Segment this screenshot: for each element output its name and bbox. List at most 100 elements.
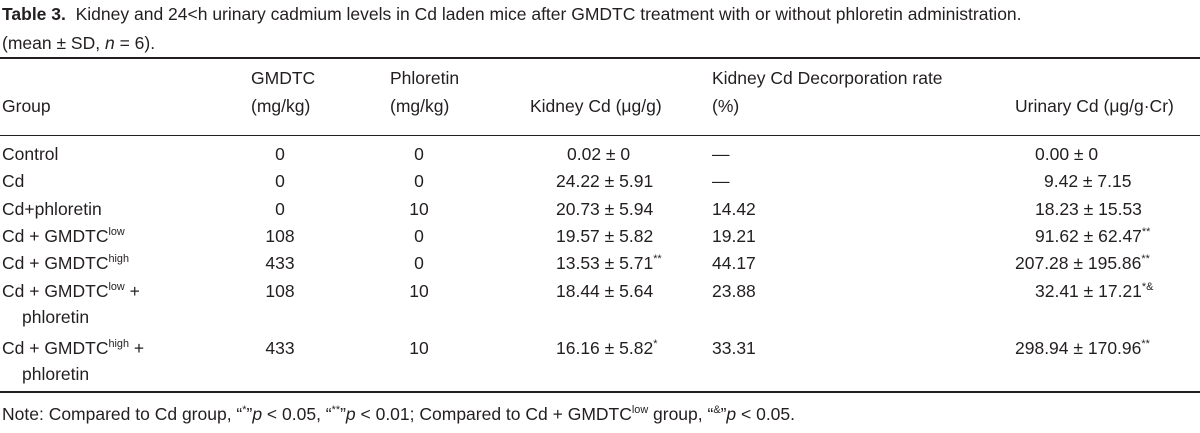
row-gmdtc-high-phloretin-decorp: 33.31 <box>712 338 756 358</box>
row-cd-phloretin-decorp: 14.42 <box>712 199 756 219</box>
row-gmdtc-high-group-text: Cd + GMDTC <box>2 253 109 273</box>
row-control-gmdtc: 0 <box>275 144 285 164</box>
row-control-decorp: — <box>712 144 730 164</box>
row-cd-group: Cd <box>2 171 25 191</box>
row-control-kidney: 0.02 ± 0 <box>567 142 630 166</box>
header-gmdtc-line2: (mg/kg) <box>251 96 311 116</box>
bottom-rule <box>0 391 1200 393</box>
note-low-sup: low <box>631 404 649 417</box>
row-control-kidney-value: 0.02 ± 0 <box>567 144 631 164</box>
header-phloretin-line2: (mg/kg) <box>390 96 450 116</box>
row-gmdtc-low-urinary-sig: ** <box>1141 226 1151 239</box>
row-cd-urinary: 9.42 ± 7.15 <box>1044 169 1131 193</box>
row-cd-phloretin-kidney: 20.73 ± 5.94 <box>556 197 653 221</box>
row-gmdtc-high-phloretin-kidney: 16.16 ± 5.82* <box>556 336 657 360</box>
row-gmdtc-low-phloretin-urinary: 32.41 ± 17.21*& <box>1035 279 1153 303</box>
row-cd-kidney: 24.22 ± 5.91 <box>556 169 653 193</box>
caption-text-line2-pre: (mean ± SD, <box>2 33 105 53</box>
row-cd-kidney-value: 24.22 ± 5.91 <box>556 171 654 191</box>
row-gmdtc-low-kidney: 19.57 ± 5.82 <box>556 224 653 248</box>
header-urinary-cd: Urinary Cd (μg/g·Cr) <box>1015 96 1174 116</box>
caption-text-line2-post: = 6). <box>114 33 156 53</box>
row-gmdtc-low-gmdtc: 108 <box>265 226 295 246</box>
row-cd-phloretin-phloretin: 10 <box>409 199 429 219</box>
row-cd-phloretin-urinary-value: 18.23 ± 15.53 <box>1035 199 1142 219</box>
row-gmdtc-high-group-sup: high <box>108 253 129 266</box>
note-part-e: < 0.05, “ <box>262 404 332 424</box>
note-part-m: ” <box>720 404 727 424</box>
header-group: Group <box>2 96 51 116</box>
header-gmdtc-line1: GMDTC <box>251 68 316 88</box>
row-cd-phloretin-kidney-value: 20.73 ± 5.94 <box>556 199 654 219</box>
row-gmdtc-high-urinary-value: 207.28 ± 195.86 <box>1015 253 1142 273</box>
note-part-c: ” <box>246 404 253 424</box>
row-gmdtc-low-phloretin-group-text: Cd + GMDTC <box>2 281 109 301</box>
row-gmdtc-low-phloretin-decorp: 23.88 <box>712 281 756 301</box>
row-gmdtc-high-phloretin-gmdtc: 433 <box>265 338 295 358</box>
header-rule <box>0 135 1200 136</box>
row-gmdtc-low-phloretin-gmdtc: 108 <box>265 281 295 301</box>
row-gmdtc-high-phloretin-group-text: Cd + GMDTC <box>2 338 109 358</box>
row-gmdtc-low-phloretin-kidney: 18.44 ± 5.64 <box>556 279 653 303</box>
row-gmdtc-high-phloretin-urinary: 298.94 ± 170.96** <box>1015 336 1150 360</box>
row-gmdtc-low-phloretin-group: Cd + GMDTClow + <box>2 279 140 303</box>
note-part-o: < 0.05. <box>736 404 796 424</box>
row-gmdtc-high-kidney: 13.53 ± 5.71** <box>556 251 662 275</box>
row-gmdtc-low-phloretin-group-plus: + <box>124 281 140 301</box>
caption-text-line1: Kidney and 24<h urinary cadmium levels i… <box>75 4 1022 24</box>
row-gmdtc-high-gmdtc: 433 <box>265 253 295 273</box>
row-gmdtc-high-phloretin-urinary-sig: ** <box>1141 338 1150 351</box>
row-gmdtc-high-phloretin: 0 <box>414 253 424 273</box>
row-control-urinary: 0.00 ± 0 <box>1035 142 1098 166</box>
row-gmdtc-high-phloretin-phloretin: 10 <box>409 338 429 358</box>
row-gmdtc-low-urinary-value: 91.62 ± 62.47 <box>1035 226 1142 246</box>
note-part-i: < 0.01; Compared to Cd + GMDTC <box>355 404 632 424</box>
header-phloretin-line1: Phloretin <box>390 68 460 88</box>
row-cd-phloretin-group: Cd+phloretin <box>2 199 102 219</box>
row-cd-phloretin-urinary: 18.23 ± 15.53 <box>1035 197 1142 221</box>
row-gmdtc-high-group: Cd + GMDTChigh <box>2 251 129 275</box>
row-gmdtc-low-group: Cd + GMDTClow <box>2 224 125 248</box>
note-sig-single: * <box>242 404 247 417</box>
row-gmdtc-high-phloretin-kidney-value: 16.16 ± 5.82 <box>556 338 654 358</box>
row-gmdtc-high-phloretin-group-line2: phloretin <box>22 364 90 384</box>
row-gmdtc-high-phloretin-kidney-sig: * <box>653 338 658 351</box>
row-gmdtc-low-phloretin: 0 <box>414 226 424 246</box>
row-gmdtc-high-phloretin-urinary-value: 298.94 ± 170.96 <box>1015 338 1142 358</box>
header-kidney-cd: Kidney Cd (μg/g) <box>530 96 662 116</box>
row-gmdtc-low-group-text: Cd + GMDTC <box>2 226 109 246</box>
note-p1: p <box>252 404 263 424</box>
table-note: Note: Compared to Cd group, “*”p < 0.05,… <box>2 402 795 426</box>
row-cd-gmdtc: 0 <box>275 171 285 191</box>
note-part-a: Note: Compared to Cd group, “ <box>2 404 243 424</box>
row-control-urinary-value: 0.00 ± 0 <box>1035 144 1099 164</box>
row-control-phloretin: 0 <box>414 144 424 164</box>
caption-n: n <box>104 33 115 53</box>
row-cd-phloretin-gmdtc: 0 <box>275 199 285 219</box>
row-cd-phloretin: 0 <box>414 171 424 191</box>
note-p2: p <box>345 404 356 424</box>
row-gmdtc-low-decorp: 19.21 <box>712 226 756 246</box>
row-gmdtc-low-phloretin-phloretin: 10 <box>409 281 429 301</box>
row-gmdtc-high-kidney-sig: ** <box>653 253 662 266</box>
row-cd-decorp: — <box>712 171 730 191</box>
row-gmdtc-high-urinary-sig: ** <box>1141 253 1150 266</box>
header-decorporation-line1: Kidney Cd Decorporation rate <box>712 68 943 88</box>
row-gmdtc-low-phloretin-group-sup: low <box>108 281 125 294</box>
row-gmdtc-low-phloretin-kidney-value: 18.44 ± 5.64 <box>556 281 654 301</box>
row-gmdtc-low-kidney-value: 19.57 ± 5.82 <box>556 226 654 246</box>
row-gmdtc-high-phloretin-group: Cd + GMDTChigh + <box>2 336 144 360</box>
row-gmdtc-low-phloretin-group-line2: phloretin <box>22 307 90 327</box>
row-gmdtc-high-kidney-value: 13.53 ± 5.71 <box>556 253 654 273</box>
note-sig-double: ** <box>331 404 341 417</box>
top-rule <box>0 57 1200 59</box>
header-decorporation-line2: (%) <box>712 96 740 116</box>
row-gmdtc-high-phloretin-group-plus: + <box>129 338 145 358</box>
row-gmdtc-high-phloretin-group-sup: high <box>108 338 129 351</box>
table-caption: Table 3. Kidney and 24<h urinary cadmium… <box>2 0 1198 58</box>
row-control-group: Control <box>2 144 59 164</box>
note-part-g: ” <box>340 404 346 424</box>
caption-label: Table 3. <box>2 4 66 24</box>
row-gmdtc-low-phloretin-urinary-sig: *& <box>1141 281 1154 294</box>
note-p3: p <box>726 404 737 424</box>
